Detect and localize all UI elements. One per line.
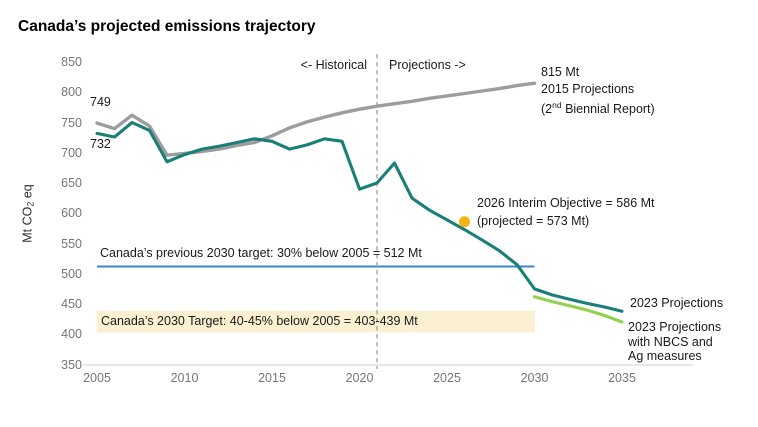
y-tick-label: 700	[61, 145, 82, 160]
interim-objective-dot	[459, 216, 470, 228]
y-tick-label: 750	[61, 115, 82, 130]
historical-label: <- Historical	[300, 58, 367, 72]
series-lines-layer	[95, 81, 624, 324]
y-tick-label: 550	[61, 236, 82, 251]
series-line-2	[532, 295, 624, 324]
x-tick-label: 2020	[345, 371, 374, 385]
gray-end-source: (2nd Biennial Report)	[541, 100, 655, 116]
x-tick-label: 2025	[433, 371, 461, 385]
y-tick-label: 450	[61, 297, 82, 311]
current-target-label: Canada’s 2030 Target: 40-45% below 2005 …	[101, 314, 418, 328]
y-tick-label: 600	[61, 206, 82, 221]
y-tick-label: 500	[61, 266, 82, 281]
interim-objective-label: 2026 Interim Objective = 586 Mt (project…	[477, 195, 655, 230]
gray-series-start-value: 749	[90, 95, 111, 109]
gray-end-value: 815 Mt	[541, 65, 580, 79]
green-series-end-label: 2023 Projections with NBCS and Ag measur…	[628, 320, 722, 363]
y-tick-label: 400	[61, 327, 82, 342]
y-tick-label: 650	[61, 176, 82, 190]
gray-end-name: 2015 Projections	[541, 81, 635, 96]
teal-series-end-label: 2023 Projections	[630, 296, 724, 310]
interim-objective-dot-layer	[459, 216, 470, 228]
target-band-layer	[97, 310, 535, 333]
previous-target-label: Canada’s previous 2030 target: 30% below…	[100, 246, 422, 260]
series-line-1	[95, 120, 624, 313]
x-tick-label: 2030	[520, 371, 549, 385]
chart-title: Canada’s projected emissions trajectory	[18, 18, 316, 35]
interim-objective-line1: 2026 Interim Objective = 586 Mt	[477, 196, 655, 210]
gray-series-end-label: 815 Mt 2015 Projections (2nd Biennial Re…	[541, 64, 655, 118]
x-tick-label: 2035	[608, 371, 636, 385]
y-tick-label: 350	[61, 357, 82, 372]
x-tick-label: 2010	[170, 371, 199, 385]
interim-objective-line2: (projected = 573 Mt)	[477, 213, 590, 228]
target-band	[97, 310, 535, 333]
projections-label: Projections ->	[389, 58, 466, 72]
x-tick-label: 2005	[83, 371, 111, 385]
x-tick-label: 2015	[258, 371, 286, 385]
y-tick-label: 850	[61, 55, 82, 69]
y-tick-label: 800	[61, 85, 82, 100]
series-line-0	[95, 81, 537, 157]
teal-series-start-value: 732	[90, 137, 111, 151]
